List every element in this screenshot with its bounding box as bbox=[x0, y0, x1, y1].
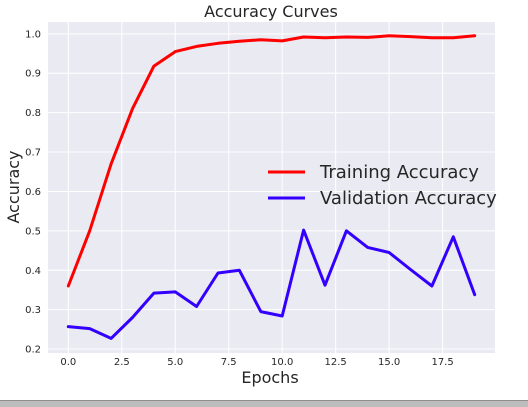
x-tick-label: 15.0 bbox=[378, 357, 400, 368]
y-tick-label: 0.2 bbox=[25, 345, 41, 356]
x-tick-label: 0.0 bbox=[60, 357, 76, 368]
y-tick-label: 1.0 bbox=[25, 29, 41, 40]
y-tick-label: 0.7 bbox=[25, 148, 41, 159]
y-tick-label: 0.5 bbox=[25, 226, 41, 237]
x-tick-label: 5.0 bbox=[167, 357, 183, 368]
y-tick-label: 0.9 bbox=[25, 69, 41, 80]
x-tick-labels: 0.0 2.5 5.0 7.5 10.0 12.5 15.0 17.5 bbox=[60, 357, 453, 368]
x-tick-label: 10.0 bbox=[271, 357, 293, 368]
y-tick-label: 0.6 bbox=[25, 187, 41, 198]
y-axis-label: Accuracy bbox=[4, 150, 23, 223]
y-tick-label: 0.4 bbox=[25, 266, 41, 277]
y-tick-labels: 0.2 0.3 0.4 0.5 0.6 0.7 0.8 0.9 1.0 bbox=[25, 29, 41, 355]
validation-accuracy-line bbox=[66, 228, 477, 340]
x-tick-label: 12.5 bbox=[325, 357, 347, 368]
series-lines bbox=[66, 34, 477, 340]
x-tick-label: 7.5 bbox=[221, 357, 237, 368]
training-accuracy-line bbox=[66, 34, 477, 288]
legend-label-training: Training Accuracy bbox=[319, 162, 479, 183]
y-tick-label: 0.3 bbox=[25, 305, 41, 316]
y-tick-label: 0.8 bbox=[25, 108, 41, 119]
x-tick-label: 2.5 bbox=[114, 357, 130, 368]
window-bottom-edge bbox=[0, 400, 528, 407]
x-axis-label: Epochs bbox=[241, 368, 298, 387]
legend-label-validation: Validation Accuracy bbox=[320, 188, 497, 209]
x-tick-label: 17.5 bbox=[431, 357, 453, 368]
chart-title: Accuracy Curves bbox=[204, 2, 338, 21]
legend: Training Accuracy Validation Accuracy bbox=[268, 162, 497, 209]
grid-lines bbox=[48, 22, 495, 353]
plot-background bbox=[48, 22, 495, 353]
